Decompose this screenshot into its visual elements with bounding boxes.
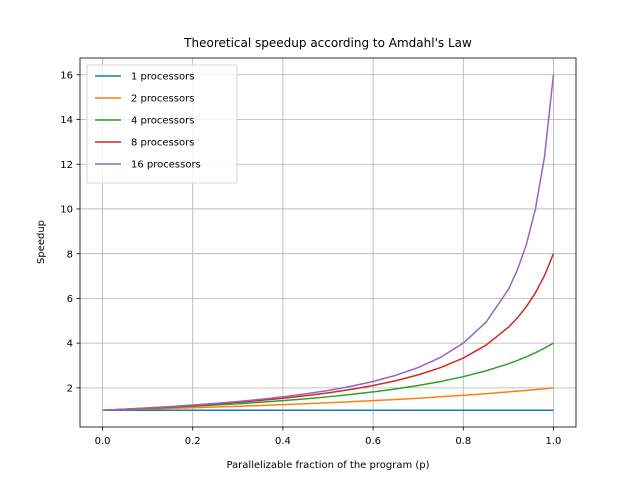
series-line-5 xyxy=(102,74,555,411)
x-tick-label: 0.4 xyxy=(275,436,291,447)
legend-label: 8 processors xyxy=(131,138,194,149)
legend: 1 processors 2 processors 4 processors 8 pr… xyxy=(86,64,238,184)
legend-label: 2 processors xyxy=(131,94,194,105)
plot-frame xyxy=(79,57,577,428)
x-tick-label: 1.0 xyxy=(546,436,562,447)
y-tick-label: 6 xyxy=(67,294,73,305)
legend-label: 1 processors xyxy=(131,72,194,83)
y-axis-label: Speedup xyxy=(36,220,47,264)
ticks: 0.0 0.2 0.4 0.6 0.8 1.0 2 4 6 8 10 12 14 16 xyxy=(60,70,561,447)
grid xyxy=(80,58,576,427)
x-tick-label: 0.8 xyxy=(455,436,471,447)
y-tick-label: 4 xyxy=(67,339,73,350)
y-tick-label: 10 xyxy=(60,205,73,216)
y-tick-label: 16 xyxy=(60,70,73,81)
series-line-2 xyxy=(102,387,554,411)
x-tick-label: 0.0 xyxy=(95,436,111,447)
y-tick-label: 14 xyxy=(60,115,73,126)
series-line-3 xyxy=(102,342,554,411)
x-tick-label: 0.6 xyxy=(365,436,381,447)
y-tick-label: 8 xyxy=(67,249,73,260)
legend-label: 4 processors xyxy=(131,116,194,127)
legend-box xyxy=(86,64,238,184)
x-tick-label: 0.2 xyxy=(185,436,201,447)
x-axis-label: Parallelizable fraction of the program (… xyxy=(226,460,429,471)
y-tick-label: 2 xyxy=(67,383,73,394)
y-tick-label: 12 xyxy=(60,160,73,171)
series-lines xyxy=(102,74,555,411)
chart-title: Theoretical speedup according to Amdahl'… xyxy=(183,36,472,50)
legend-label: 16 processors xyxy=(131,160,201,171)
